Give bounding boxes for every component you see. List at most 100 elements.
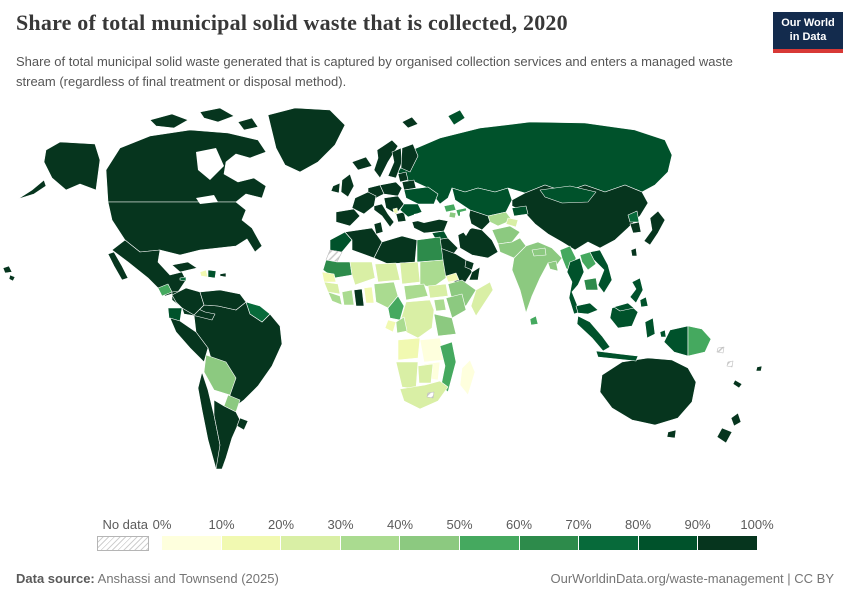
country-south-korea[interactable] (629, 221, 642, 234)
country-canada-arctic[interactable] (149, 113, 189, 129)
country-malaysia-borneo[interactable] (613, 302, 635, 312)
country-sumatra[interactable] (576, 315, 611, 352)
country-morocco[interactable] (329, 231, 353, 253)
country-botswana[interactable] (417, 363, 434, 384)
country-car[interactable] (403, 283, 429, 301)
country-dominican-republic[interactable] (207, 269, 217, 279)
country-puerto-rico[interactable] (219, 272, 227, 278)
country-tanzania[interactable] (433, 313, 457, 337)
country-uganda[interactable] (433, 298, 447, 312)
country-baja[interactable] (107, 251, 129, 281)
country-kyrgyzstan[interactable] (511, 205, 529, 217)
country-mozambique[interactable] (439, 341, 457, 393)
country-south-sudan[interactable] (427, 283, 449, 299)
country-balkans[interactable] (383, 195, 405, 215)
country-italy[interactable] (373, 203, 395, 228)
country-iberia[interactable] (335, 208, 361, 227)
country-haiti[interactable] (199, 269, 209, 278)
country-tajikistan[interactable] (505, 217, 519, 228)
country-central-europe[interactable] (379, 181, 403, 197)
country-niger[interactable] (374, 262, 401, 283)
country-togo-benin[interactable] (363, 286, 375, 304)
country-colombia[interactable] (171, 287, 205, 316)
country-venezuela[interactable] (199, 289, 247, 311)
country-alaska-tail[interactable] (17, 179, 47, 200)
country-baltics[interactable] (397, 171, 409, 183)
country-belarus[interactable] (401, 179, 417, 191)
country-namibia[interactable] (395, 361, 419, 390)
country-cuba[interactable] (171, 261, 198, 273)
legend-bin-swatch[interactable] (698, 536, 757, 550)
legend-bin-swatch[interactable] (638, 536, 699, 550)
country-sudan[interactable] (419, 259, 447, 289)
legend-bin-swatch[interactable] (400, 536, 460, 550)
country-mexico[interactable] (111, 239, 187, 297)
country-sierra-leone-liberia[interactable] (327, 291, 343, 306)
country-madagascar[interactable] (459, 359, 476, 396)
country-solomon-islands[interactable] (716, 346, 725, 354)
country-bolivia[interactable] (203, 354, 237, 396)
country-uruguay[interactable] (236, 417, 249, 431)
country-ghana[interactable] (353, 288, 365, 307)
legend-bin-swatch[interactable] (459, 536, 520, 550)
country-papua-new-guinea[interactable] (687, 325, 712, 357)
country-hawaii[interactable] (2, 265, 16, 282)
country-sri-lanka[interactable] (529, 315, 539, 326)
country-iran[interactable] (457, 227, 499, 259)
country-new-caledonia[interactable] (732, 379, 743, 389)
country-tasmania[interactable] (666, 429, 677, 439)
country-lesotho[interactable] (426, 391, 435, 399)
legend-bin-swatch[interactable] (340, 536, 401, 550)
country-svalbard[interactable] (401, 116, 419, 129)
legend-bin-swatch[interactable] (281, 536, 341, 550)
country-cameroon[interactable] (387, 295, 405, 321)
country-mali[interactable] (349, 261, 376, 286)
country-canada[interactable] (105, 129, 267, 203)
country-somalia[interactable] (470, 281, 494, 317)
country-ukraine[interactable] (403, 186, 439, 205)
country-canada-arctic3[interactable] (237, 117, 259, 131)
country-armenia[interactable] (448, 211, 457, 219)
country-argentina[interactable] (213, 399, 241, 470)
country-australia[interactable] (599, 357, 697, 426)
country-egypt[interactable] (416, 236, 444, 263)
footer-link[interactable]: OurWorldinData.org/waste-management | CC… (550, 571, 834, 586)
country-alaska[interactable] (43, 141, 101, 191)
country-java[interactable] (595, 350, 639, 362)
country-philippines[interactable] (629, 277, 644, 304)
country-norway[interactable] (373, 139, 399, 179)
country-chad[interactable] (399, 261, 421, 285)
country-gabon[interactable] (384, 319, 397, 333)
country-south-africa[interactable] (399, 380, 449, 410)
country-greenland[interactable] (267, 107, 346, 173)
country-mongolia[interactable] (539, 185, 597, 204)
country-vietnam[interactable] (589, 249, 613, 294)
country-new-zealand-south[interactable] (716, 427, 733, 444)
country-philippines-south[interactable] (639, 296, 649, 308)
country-fiji[interactable] (755, 365, 763, 372)
country-japan[interactable] (643, 210, 666, 246)
country-ireland[interactable] (330, 182, 341, 194)
country-georgia[interactable] (443, 203, 457, 213)
country-guinea[interactable] (323, 281, 341, 295)
country-new-zealand-north[interactable] (730, 412, 742, 427)
country-guyanas[interactable] (245, 301, 271, 323)
country-ivory-coast[interactable] (341, 289, 355, 306)
country-tunisia[interactable] (373, 221, 384, 235)
country-finland[interactable] (400, 143, 419, 173)
country-russia-novaya-zemlya[interactable] (447, 109, 466, 126)
owid-logo[interactable]: Our World in Data (773, 12, 843, 53)
country-gulf-states[interactable] (464, 259, 475, 271)
legend-no-data-swatch[interactable] (97, 536, 149, 551)
country-west-papua[interactable] (663, 325, 689, 357)
legend-bin-swatch[interactable] (162, 536, 222, 550)
legend-bin-swatch[interactable] (519, 536, 580, 550)
country-canada-arctic2[interactable] (199, 107, 235, 123)
country-nepal[interactable] (531, 247, 547, 257)
country-zambia[interactable] (419, 337, 445, 363)
country-albania[interactable] (392, 207, 399, 214)
country-greece[interactable] (395, 211, 407, 223)
country-sweden[interactable] (387, 147, 403, 179)
country-dr-congo[interactable] (399, 299, 435, 339)
country-iceland[interactable] (351, 156, 373, 171)
